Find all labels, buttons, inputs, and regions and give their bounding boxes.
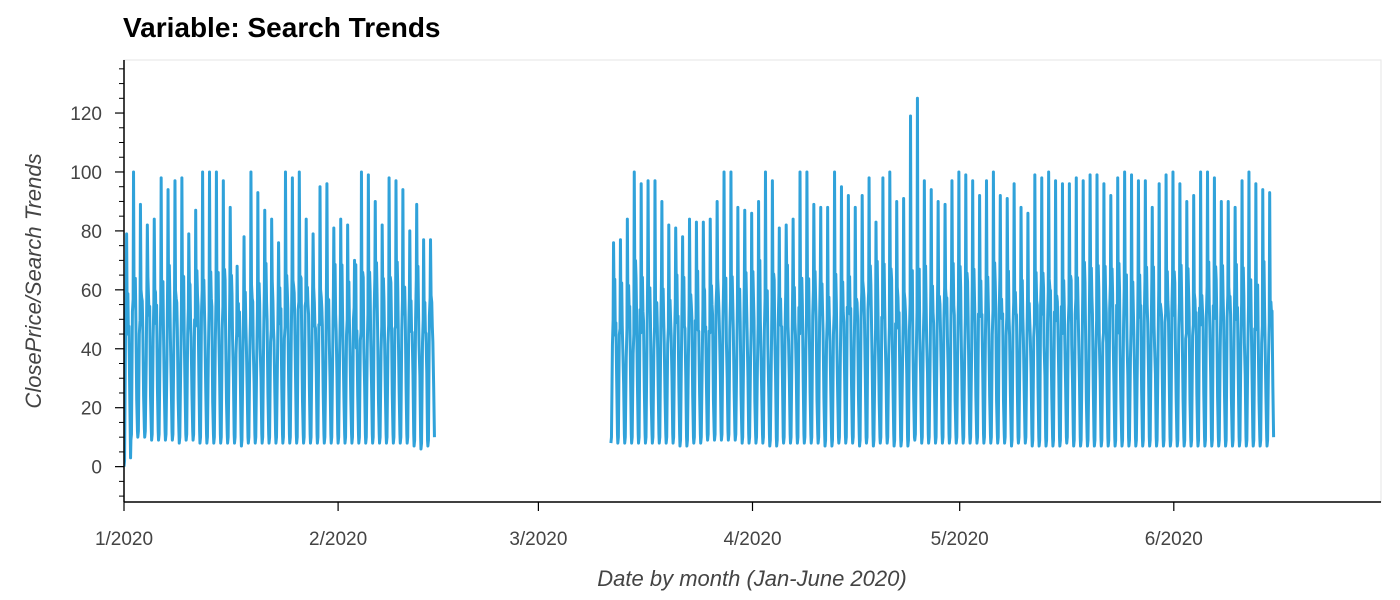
x-axis-title: Date by month (Jan-June 2020)	[597, 566, 906, 591]
x-tick-label: 5/2020	[931, 529, 989, 550]
chart-title: Variable: Search Trends	[123, 12, 441, 43]
y-tick-label: 80	[81, 222, 102, 243]
x-tick-label: 4/2020	[723, 529, 781, 550]
y-tick-label: 100	[70, 163, 102, 184]
x-tick-label: 2/2020	[309, 529, 367, 550]
y-tick-label: 0	[91, 458, 102, 479]
series-line-segment	[124, 170, 436, 467]
x-tick-label: 6/2020	[1145, 529, 1203, 550]
y-tick-label: 40	[81, 340, 102, 361]
y-tick-label: 120	[70, 104, 102, 125]
y-tick-label: 20	[81, 399, 102, 420]
y-minor-ticks	[119, 68, 124, 497]
series-layer	[124, 96, 1276, 467]
x-axis: 1/2020 2/2020 3/2020 4/2020 5/2020 6/2020	[95, 502, 1203, 550]
y-axis: 0 20 40 60 80 100 120	[70, 104, 124, 479]
y-axis-title: ClosePrice/Search Trends	[21, 153, 46, 408]
x-tick-label: 3/2020	[509, 529, 567, 550]
x-tick-label: 1/2020	[95, 529, 153, 550]
series-line-segment	[609, 96, 1276, 448]
y-tick-label: 60	[81, 281, 102, 302]
